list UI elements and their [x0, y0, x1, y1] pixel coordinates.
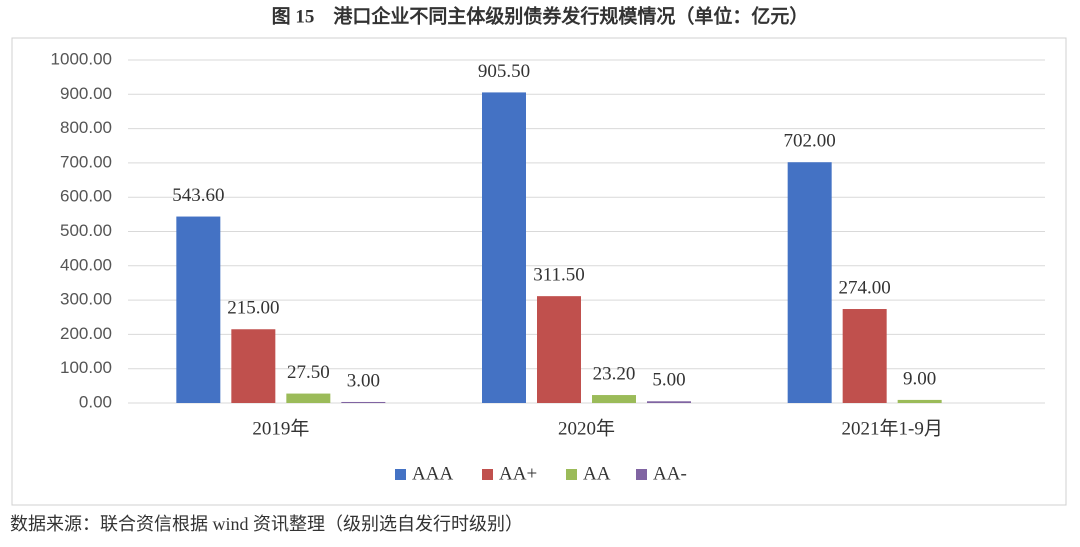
- legend-label: AAA: [412, 463, 453, 484]
- bar: [231, 329, 276, 403]
- data-label: 311.50: [533, 265, 585, 286]
- legend-label: AA: [583, 463, 611, 484]
- chart-title: 图 15 港口企业不同主体级别债券发行规模情况（单位：亿元）: [272, 4, 809, 27]
- bar: [647, 401, 691, 403]
- y-tick-label: 600.00: [60, 187, 112, 206]
- bar: [592, 395, 636, 403]
- source-note: 数据来源：联合资信根据 wind 资讯整理（级别选自发行时级别）: [10, 514, 523, 534]
- bar: [842, 309, 887, 403]
- x-tick-label: 2020年: [558, 417, 615, 439]
- chart-frame: [11, 37, 1067, 506]
- y-tick-label: 700.00: [60, 152, 112, 171]
- data-label: 702.00: [784, 131, 836, 152]
- data-label: 27.50: [287, 362, 330, 383]
- legend-swatch: [566, 469, 577, 480]
- bar: [482, 92, 526, 403]
- data-label: 905.50: [478, 61, 530, 82]
- data-label: 215.00: [227, 298, 279, 319]
- legend-swatch: [636, 469, 647, 480]
- data-label: 274.00: [839, 277, 891, 298]
- x-tick-label: 2021年1-9月: [842, 417, 943, 439]
- x-tick-label: 2019年: [252, 417, 309, 439]
- y-tick-label: 800.00: [60, 118, 112, 137]
- bar: [341, 401, 386, 403]
- data-label: 3.00: [347, 370, 380, 391]
- y-tick-label: 500.00: [60, 221, 112, 240]
- data-label: 5.00: [652, 370, 685, 391]
- data-label: 23.20: [593, 363, 636, 384]
- data-label: 9.00: [903, 368, 936, 389]
- bar: [286, 393, 331, 403]
- data-label: 543.60: [172, 185, 224, 206]
- y-tick-label: 900.00: [60, 84, 112, 103]
- bar: [897, 399, 942, 403]
- y-tick-label: 300.00: [60, 290, 112, 309]
- y-tick-label: 1000.00: [51, 49, 112, 68]
- bar: [537, 296, 581, 403]
- y-tick-label: 0.00: [79, 392, 112, 411]
- legend-swatch: [482, 469, 493, 480]
- legend-swatch: [395, 469, 406, 480]
- bar: [176, 216, 221, 403]
- y-tick-label: 100.00: [60, 358, 112, 377]
- y-tick-label: 400.00: [60, 255, 112, 274]
- legend-label: AA+: [499, 463, 537, 484]
- bar: [787, 162, 832, 403]
- legend-label: AA-: [653, 463, 687, 484]
- y-tick-label: 200.00: [60, 324, 112, 343]
